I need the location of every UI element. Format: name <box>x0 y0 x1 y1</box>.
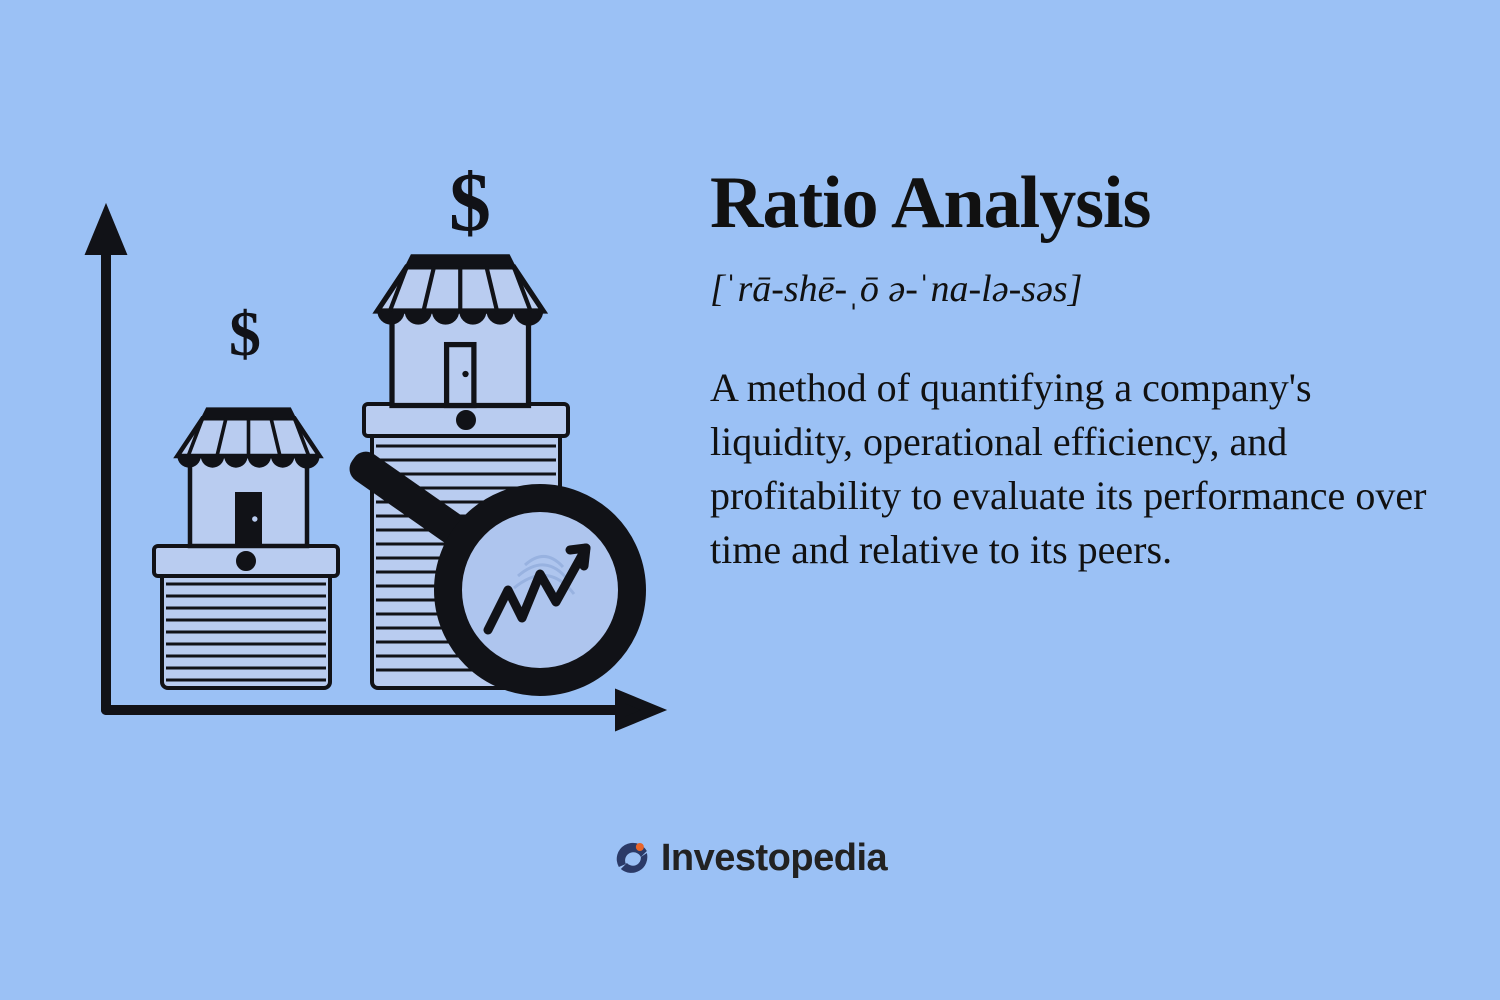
dollar-sign-icon: $ <box>229 298 261 369</box>
brand-name: Investopedia <box>661 837 887 880</box>
illustration-svg: $ <box>70 170 670 770</box>
infographic-card: $ <box>0 0 1500 1000</box>
term-title: Ratio Analysis <box>710 165 1440 243</box>
definition-text: A method of quantifying a company's liqu… <box>710 361 1440 577</box>
brand-footer: Investopedia <box>613 837 887 880</box>
chart-illustration: $ <box>70 170 670 770</box>
pronunciation-text: [ˈrā-shē-ˌō ə-ˈna-lə-səs] <box>710 267 1440 311</box>
definition-block: Ratio Analysis [ˈrā-shē-ˌō ə-ˈna-lə-səs]… <box>710 165 1440 577</box>
money-stack-small: $ <box>154 298 338 688</box>
dollar-sign-icon: $ <box>449 170 491 249</box>
investopedia-logo-icon <box>613 839 653 879</box>
